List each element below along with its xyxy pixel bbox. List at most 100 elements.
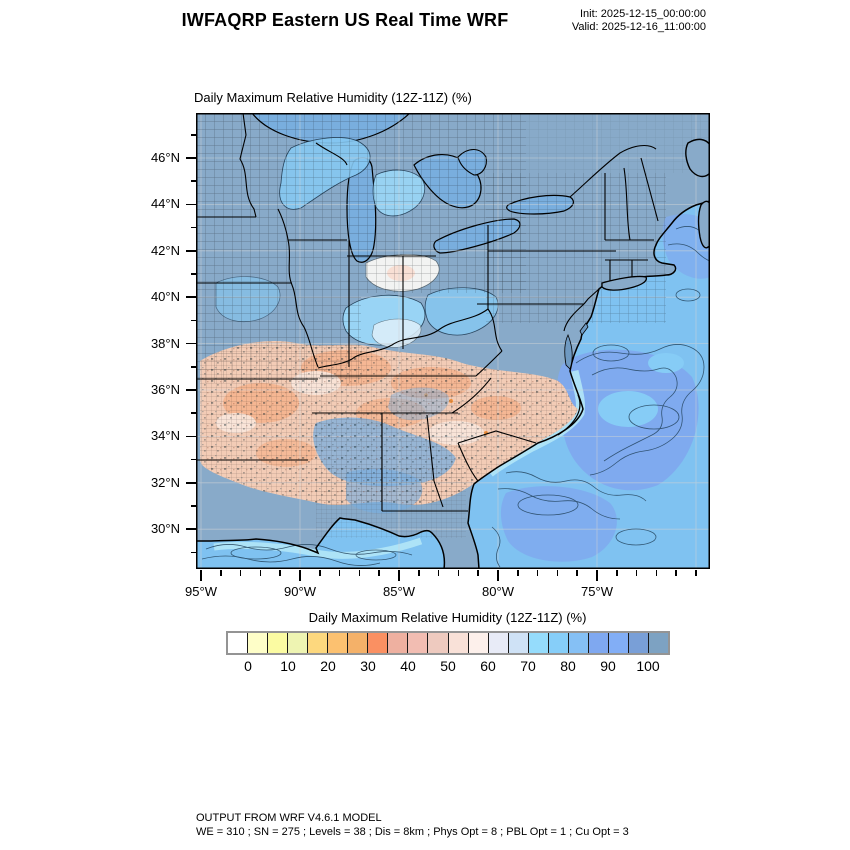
lon-minor-tick [239, 570, 242, 576]
footer-line-2: WE = 310 ; SN = 275 ; Levels = 38 ; Dis … [196, 825, 629, 838]
colorbar-cell [587, 633, 608, 653]
lon-tick-label: 85°W [383, 584, 415, 599]
lat-major-tick [186, 528, 196, 530]
lat-tick-label: 32°N [150, 474, 180, 490]
map-layers [196, 113, 710, 569]
colorbar-cell [527, 633, 548, 653]
lat-tick-label: 34°N [150, 428, 180, 444]
lon-minor-tick [576, 570, 578, 576]
lat-tick-label: 30°N [150, 521, 180, 537]
lat-major-tick [186, 435, 196, 438]
lon-minor-tick [437, 570, 440, 576]
lat-tick-label: 38°N [150, 335, 180, 351]
lat-major-tick [186, 296, 196, 298]
colorbar-tick-label: 20 [320, 658, 336, 674]
humidity-map [196, 113, 710, 569]
lat-major-tick [186, 342, 196, 345]
colorbar-cell [467, 633, 488, 653]
colorbar-tick-label: 50 [440, 658, 456, 674]
lat-minor-tick [191, 134, 196, 136]
lon-minor-tick [319, 570, 321, 576]
colorbar-tick-label: 90 [600, 658, 616, 674]
lon-major-tick [497, 570, 499, 581]
lon-minor-tick [220, 570, 222, 576]
colorbar-cell [247, 633, 268, 653]
footer-line-1: OUTPUT FROM WRF V4.6.1 MODEL [196, 812, 382, 824]
lon-minor-tick [517, 570, 519, 576]
lat-minor-tick [191, 366, 196, 368]
colorbar-cell [507, 633, 528, 653]
colorbar-tick-label: 80 [560, 658, 576, 674]
colorbar-cell [327, 633, 348, 653]
lon-minor-tick [418, 570, 420, 576]
colorbar-tick-label: 100 [636, 658, 660, 674]
lon-tick-label: 90°W [284, 584, 316, 599]
lat-minor-tick [191, 319, 196, 322]
page-title: IWFAQRP Eastern US Real Time WRF [181, 10, 509, 30]
lon-tick-label: 95°W [185, 584, 217, 599]
lon-minor-tick [338, 570, 341, 576]
lon-major-tick [398, 570, 400, 581]
lon-major-tick [596, 570, 598, 581]
lat-major-tick [186, 482, 196, 484]
lon-minor-tick [378, 570, 380, 576]
lat-minor-tick [191, 551, 196, 554]
lat-minor-tick [191, 226, 196, 229]
lon-minor-tick [457, 570, 460, 576]
map-area [196, 113, 710, 569]
colorbar-cell [267, 633, 288, 653]
colorbar-cell [607, 633, 628, 653]
lon-minor-tick [556, 570, 559, 576]
lat-minor-tick [191, 273, 196, 275]
lon-minor-tick [358, 570, 361, 576]
colorbar-cell [487, 633, 508, 653]
lat-tick-label: 46°N [150, 150, 180, 165]
colorbar-tick-label: 10 [280, 658, 296, 674]
run-times: Init: 2025-12-15_00:00:00 Valid: 2025-12… [572, 8, 706, 34]
lat-major-tick [186, 389, 196, 391]
lon-minor-tick [536, 570, 539, 576]
lon-minor-tick [635, 570, 638, 576]
lat-major-tick [186, 250, 196, 252]
lat-tick-label: 36°N [150, 382, 180, 397]
colorbar-cell [387, 633, 408, 653]
lat-tick-label: 42°N [150, 242, 180, 258]
lon-minor-tick [477, 570, 479, 576]
lon-minor-tick [675, 570, 677, 576]
lat-major-tick [186, 157, 196, 159]
lat-minor-tick [191, 180, 196, 182]
lon-tick-label: 80°W [482, 584, 514, 599]
lon-minor-tick [279, 570, 281, 576]
lon-minor-tick [695, 570, 697, 576]
lon-tick-label: 75°W [581, 584, 613, 599]
colorbar-title: Daily Maximum Relative Humidity (12Z-11Z… [308, 610, 587, 625]
lat-minor-tick [191, 505, 196, 507]
colorbar-cell [567, 633, 588, 653]
lat-minor-tick [191, 412, 196, 414]
lon-minor-tick [616, 570, 618, 576]
colorbar-cell [427, 633, 448, 653]
colorbar-tick-label: 30 [360, 658, 376, 674]
colorbar-tick-label: 70 [520, 658, 536, 674]
colorbar [226, 631, 670, 655]
colorbar-cell [367, 633, 388, 653]
colorbar-cell [307, 633, 328, 653]
lat-tick-label: 44°N [150, 196, 180, 212]
colorbar-tick-label: 40 [400, 658, 416, 674]
lon-minor-tick [655, 570, 658, 576]
init-time: Init: 2025-12-15_00:00:00 [580, 8, 706, 20]
colorbar-tick-label: 60 [480, 658, 496, 674]
colorbar-cell [447, 633, 468, 653]
lat-tick-label: 40°N [150, 289, 180, 305]
colorbar-cell [287, 633, 308, 653]
colorbar-tick-label: 0 [244, 658, 252, 674]
colorbar-cell [647, 633, 669, 653]
lat-minor-tick [191, 458, 196, 461]
colorbar-cell [627, 633, 648, 653]
lon-major-tick [299, 570, 301, 581]
colorbar-cell [407, 633, 428, 653]
colorbar-cell [347, 633, 368, 653]
colorbar-cell [228, 633, 248, 653]
lon-major-tick [200, 570, 202, 581]
